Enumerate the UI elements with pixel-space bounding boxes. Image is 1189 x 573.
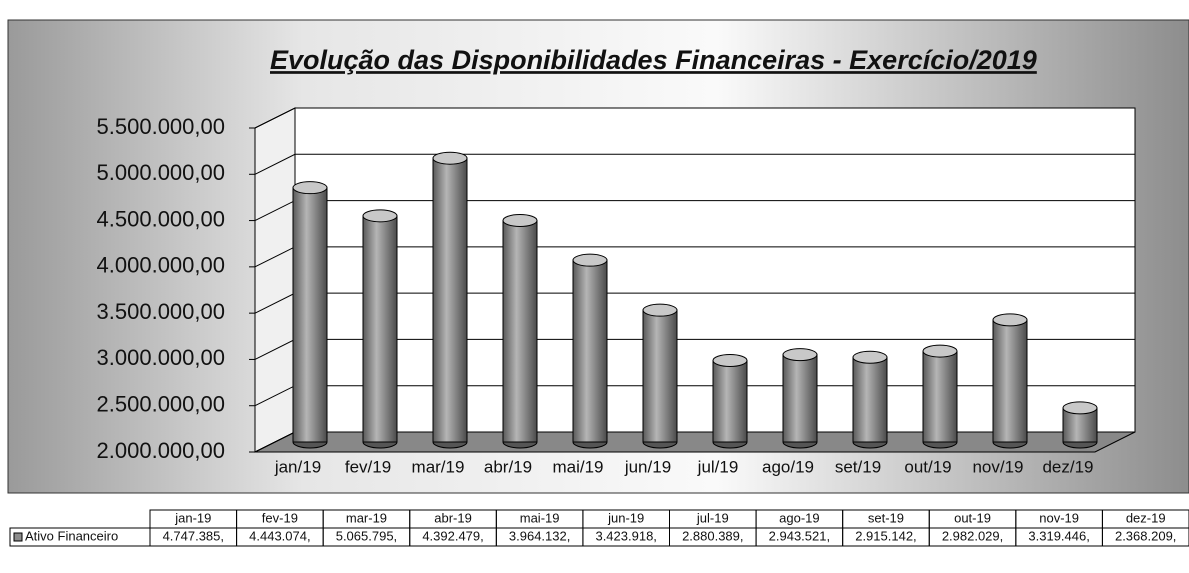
bar-part (782, 354, 818, 443)
table-header: fev-19 (262, 510, 298, 525)
y-tick-label: 3.000.000,00 (97, 345, 225, 370)
bar-part (432, 157, 468, 443)
x-tick-label: mar/19 (412, 457, 465, 476)
bar (572, 253, 608, 449)
table-value: 2.368.209, (1115, 528, 1176, 543)
bar-part (922, 350, 958, 443)
x-tick-label: dez/19 (1042, 457, 1093, 476)
chart-title: Evolução das Disponibilidades Financeira… (270, 45, 1037, 75)
bar-part (852, 356, 888, 443)
x-tick-label: fev/19 (345, 457, 391, 476)
bar-part (502, 214, 538, 228)
table-header: mai-19 (520, 510, 560, 525)
bar-part (922, 344, 958, 358)
table-value: 5.065.795, (336, 528, 397, 543)
y-tick-label: 5.000.000,00 (97, 160, 225, 185)
bar (642, 303, 678, 449)
table-header: out-19 (954, 510, 991, 525)
table-value: 4.747.385, (163, 528, 224, 543)
bar (712, 354, 748, 449)
grid-line (254, 153, 1135, 175)
bar (852, 350, 888, 449)
table-value: 2.880.389, (682, 528, 743, 543)
grid-line (254, 107, 1135, 129)
bar-part (572, 259, 608, 443)
table-header: jun-19 (607, 510, 644, 525)
table-value: 2.943.521, (769, 528, 830, 543)
bar-part (642, 303, 678, 317)
bar-part (362, 209, 398, 223)
y-tick-label: 4.500.000,00 (97, 206, 225, 231)
y-tick-label: 2.000.000,00 (97, 438, 225, 463)
side-wall (254, 107, 296, 453)
table-value: 2.982.029, (942, 528, 1003, 543)
bar-part (992, 319, 1028, 443)
bar-part (432, 151, 468, 165)
y-tick-label: 5.500.000,00 (97, 114, 225, 139)
table-header: ago-19 (779, 510, 819, 525)
bar (292, 181, 328, 449)
bar (782, 348, 818, 449)
table-header: jul-19 (696, 510, 729, 525)
bar-part (1062, 401, 1098, 415)
table-header: jan-19 (174, 510, 211, 525)
bar-part (992, 313, 1028, 327)
x-tick-label: set/19 (835, 457, 881, 476)
x-tick-label: jan/19 (274, 457, 321, 476)
bar-part (292, 181, 328, 195)
legend-swatch (13, 532, 23, 542)
table-value: 4.392.479, (422, 528, 483, 543)
table-header: abr-19 (434, 510, 472, 525)
bar-part (572, 253, 608, 267)
table-value: 3.964.132, (509, 528, 570, 543)
y-tick-label: 2.500.000,00 (97, 392, 225, 417)
bar (502, 214, 538, 449)
bar-part (292, 187, 328, 443)
bar-part (642, 309, 678, 443)
x-tick-label: jul/19 (697, 457, 739, 476)
bar (1062, 401, 1098, 449)
x-tick-label: jun/19 (624, 457, 671, 476)
x-tick-label: out/19 (904, 457, 951, 476)
x-tick-label: mai/19 (552, 457, 603, 476)
table-value: 2.915.142, (855, 528, 916, 543)
bar (922, 344, 958, 449)
y-tick-label: 3.500.000,00 (97, 299, 225, 324)
table-header: set-19 (868, 510, 904, 525)
x-tick-label: abr/19 (484, 457, 532, 476)
table-header: mar-19 (346, 510, 387, 525)
bar-part (852, 350, 888, 364)
table-value: 4.443.074, (249, 528, 310, 543)
bar-part (712, 360, 748, 443)
table-value: 3.423.918, (595, 528, 656, 543)
table-header: nov-19 (1039, 510, 1079, 525)
bar (432, 151, 468, 449)
bar (992, 313, 1028, 449)
y-tick-label: 4.000.000,00 (97, 253, 225, 278)
table-value: 3.319.446, (1028, 528, 1089, 543)
bar-part (712, 354, 748, 368)
bar-part (362, 215, 398, 443)
legend-label: Ativo Financeiro (25, 528, 118, 543)
table-header: dez-19 (1126, 510, 1166, 525)
bar-part (502, 220, 538, 443)
x-tick-label: ago/19 (762, 457, 814, 476)
x-tick-label: nov/19 (972, 457, 1023, 476)
bar-part (782, 348, 818, 362)
bar (362, 209, 398, 449)
